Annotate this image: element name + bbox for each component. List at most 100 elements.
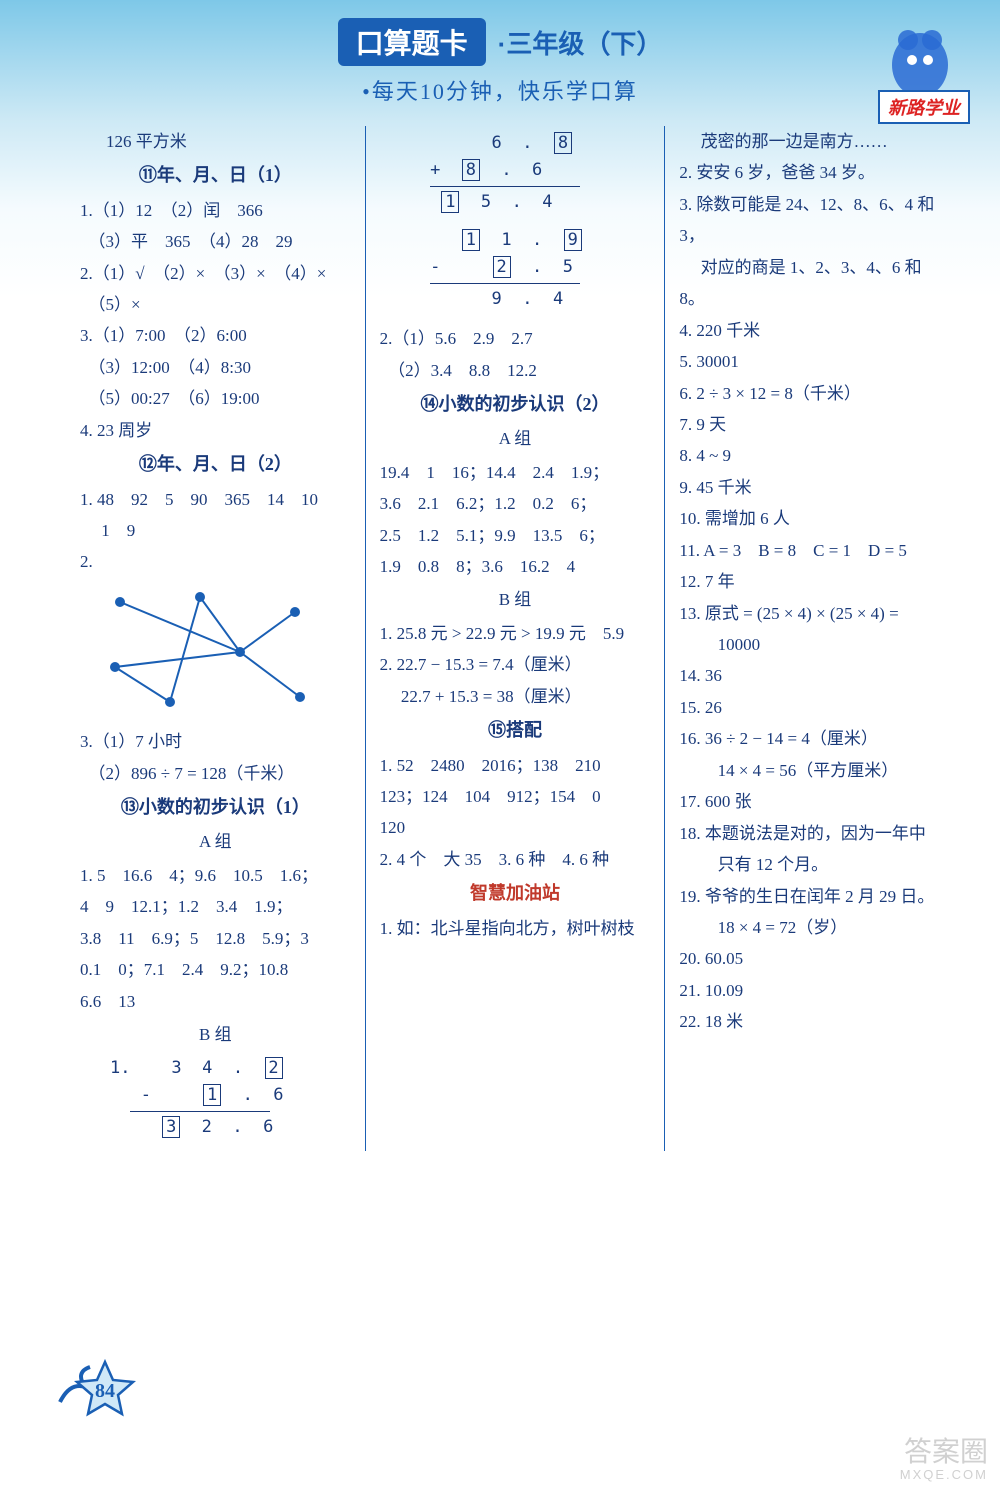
page-number-star-icon: 84 [50, 1332, 150, 1432]
section-14-title: ⑭小数的初步认识（2） [380, 388, 651, 421]
a1-r1p: 1. 3 4 . [110, 1058, 264, 1078]
s11-l7: 4. 23 周岁 [80, 415, 351, 446]
aa-r1b: 8 [554, 132, 572, 154]
a1-r2b: 1 [203, 1084, 221, 1106]
column-separator-1 [365, 126, 366, 1151]
as-r2b: 2 [493, 256, 511, 278]
s11-l2: 2.（1）√ （2）× （3）× （4）× [80, 258, 351, 289]
page-title-box: 口算题卡 [338, 18, 486, 66]
content-area: 126 平方米 ⑪年、月、日（1） 1.（1）12 （2）闰 366 （3）平 … [0, 106, 1000, 1151]
station-title: 智慧加油站 [380, 877, 651, 910]
a1-r2q: . 6 [222, 1085, 283, 1105]
s13a-l1: 4 9 12.1；1.2 3.4 1.9； [80, 891, 351, 922]
s15-l3: 2. 4 个 大 35 3. 6 种 4. 6 种 [380, 844, 651, 875]
s11-l0: 1.（1）12 （2）闰 366 [80, 195, 351, 226]
s12-a1: （2）896 ÷ 7 = 128（千米） [80, 758, 351, 789]
s14a-l1: 3.6 2.1 6.2；1.2 0.2 6； [380, 488, 651, 519]
page-number: 84 [95, 1380, 115, 1402]
s12-a0: 3.（1）7 小时 [80, 726, 351, 757]
col3-line-23: 18 × 4 = 72（岁） [679, 912, 950, 943]
s13a-l3: 0.1 0；7.1 2.4 9.2；10.8 [80, 954, 351, 985]
col3-line-3: 对应的商是 1、2、3、4、6 和 8。 [679, 252, 950, 315]
col3-line-5: 5. 30001 [679, 346, 950, 377]
col3-line-18: 14 × 4 = 56（平方厘米） [679, 755, 950, 786]
s11-l1: （3）平 365 （4）28 29 [80, 226, 351, 257]
aa-r1p: 6 . [410, 133, 553, 153]
column-2: 6 . 8 + 8 . 6 1 5 . 4 1 1 . 9 - 2 . 5 9 … [370, 126, 661, 1151]
station-l0: 1. 如：北斗星指向北方，树叶树枝 [380, 913, 651, 944]
s14a-l2: 2.5 1.2 5.1；9.9 13.5 6； [380, 520, 651, 551]
s11-l3: （5）× [80, 289, 351, 320]
col3-line-13: 13. 原式 = (25 × 4) × (25 × 4) = [679, 598, 950, 629]
section-11-title: ⑪年、月、日（1） [80, 159, 351, 192]
col3-line-20: 18. 本题说法是对的，因为一年中 [679, 818, 950, 849]
s13a-l0: 1. 5 16.6 4；9.6 10.5 1.6； [80, 860, 351, 891]
column-3: 茂密的那一边是南方……2. 安安 6 岁，爸爸 34 岁。3. 除数可能是 24… [669, 126, 960, 1151]
column-1: 126 平方米 ⑪年、月、日（1） 1.（1）12 （2）闰 366 （3）平 … [70, 126, 361, 1151]
aa-r3q: 5 . 4 [460, 192, 552, 212]
as-r1b2: 9 [564, 229, 582, 251]
col3-line-24: 20. 60.05 [679, 943, 950, 974]
col3-line-15: 14. 36 [679, 660, 950, 691]
as-r3: 9 . 4 [410, 286, 651, 313]
col3-line-6: 6. 2 ÷ 3 × 12 = 8（千米） [679, 378, 950, 409]
a1-r3q: 2 . 6 [181, 1117, 273, 1137]
aa-r2b: 8 [462, 159, 480, 181]
aa-hr [430, 186, 580, 187]
watermark-main: 答案圈 [904, 1436, 988, 1467]
col3-line-12: 12. 7 年 [679, 566, 950, 597]
a1-r1b: 2 [265, 1057, 283, 1079]
arith-sub: 1 1 . 9 - 2 . 5 9 . 4 [380, 227, 651, 314]
col1-pre: 126 平方米 [80, 126, 351, 157]
s12-l2: 2. [80, 546, 351, 577]
s14a-l0: 19.4 1 16；14.4 2.4 1.9； [380, 457, 651, 488]
col3-line-0: 茂密的那一边是南方…… [679, 126, 950, 157]
as-r2q: . 5 [512, 257, 573, 277]
s14b-l2: 22.7 + 15.3 = 38（厘米） [380, 681, 651, 712]
page-header: 口算题卡 ·三年级（下） •每天10分钟，快乐学口算 新路学业 [0, 0, 1000, 106]
s12-l1: 1 9 [80, 515, 351, 546]
section-15-title: ⑮搭配 [380, 714, 651, 747]
a1-hr [130, 1111, 270, 1112]
watermark-sub: MXQE.COM [900, 1468, 988, 1482]
col3-line-8: 8. 4 ~ 9 [679, 440, 950, 471]
as-r2p: - [410, 257, 492, 277]
aa-r3b: 1 [441, 191, 459, 213]
s14a-l3: 1.9 0.8 8；3.6 16.2 4 [380, 551, 651, 582]
col3-line-7: 7. 9 天 [679, 409, 950, 440]
col3-line-10: 10. 需增加 6 人 [679, 503, 950, 534]
col3-line-9: 9. 45 千米 [679, 472, 950, 503]
col3-line-2: 3. 除数可能是 24、12、8、6、4 和 3， [679, 189, 950, 252]
page-grade: ·三年级（下） [498, 24, 663, 61]
watermark: 答案圈 MXQE.COM [900, 1437, 988, 1482]
s11-l6: （5）00:27 （6）19:00 [80, 383, 351, 414]
aa-r2q: . 6 [481, 160, 542, 180]
col3-line-19: 17. 600 张 [679, 786, 950, 817]
column-separator-2 [664, 126, 665, 1151]
arith-problem-1: 1. 3 4 . 2 - 1 . 6 3 2 . 6 [80, 1055, 351, 1142]
col3-line-4: 4. 220 千米 [679, 315, 950, 346]
col3-line-16: 15. 26 [679, 692, 950, 723]
col3-line-25: 21. 10.09 [679, 975, 950, 1006]
s15-l2: 120 [380, 812, 651, 843]
col3-line-11: 11. A = 3 B = 8 C = 1 D = 5 [679, 535, 950, 566]
s13-groupA: A 组 [80, 826, 351, 857]
as-hr [430, 283, 580, 284]
col3-line-26: 22. 18 米 [679, 1006, 950, 1037]
section-13-title: ⑬小数的初步认识（1） [80, 791, 351, 824]
s13a-l2: 3.8 11 6.9；5 12.8 5.9；3 [80, 923, 351, 954]
as-r1p: 1 . [481, 230, 563, 250]
col3-line-1: 2. 安安 6 岁，爸爸 34 岁。 [679, 157, 950, 188]
s14b-l1: 2. 22.7 − 15.3 = 7.4（厘米） [380, 649, 651, 680]
col3-line-17: 16. 36 ÷ 2 − 14 = 4（厘米） [679, 723, 950, 754]
section-12-title: ⑫年、月、日（2） [80, 448, 351, 481]
as-r1b: 1 [462, 229, 480, 251]
match-graph [100, 582, 320, 712]
s14-groupA: A 组 [380, 423, 651, 454]
s12-l0: 1. 48 92 5 90 365 14 10 [80, 484, 351, 515]
s14b-l0: 1. 25.8 元 > 22.9 元 > 19.9 元 5.9 [380, 618, 651, 649]
col3-line-14: 10000 [679, 629, 950, 660]
arith-add: 6 . 8 + 8 . 6 1 5 . 4 [380, 130, 651, 217]
s11-l4: 3.（1）7:00 （2）6:00 [80, 320, 351, 351]
c2-l2-1: （2）3.4 8.8 12.2 [380, 355, 651, 386]
